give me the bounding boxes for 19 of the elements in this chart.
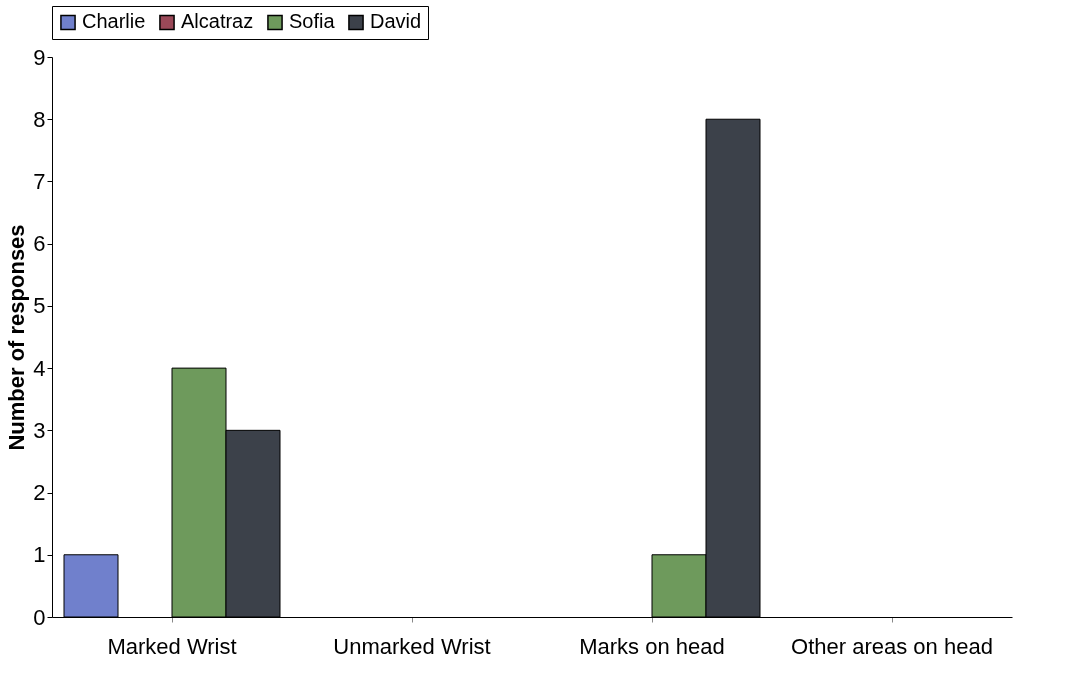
legend-label: Alcatraz: [181, 10, 254, 33]
y-tick-label: 6: [33, 231, 46, 257]
x-tick-label: Marked Wrist: [107, 633, 237, 659]
legend-label: Sofia: [289, 10, 336, 33]
y-tick-label: 2: [33, 480, 46, 506]
y-tick-label: 3: [33, 417, 46, 443]
y-tick-label: 0: [33, 604, 46, 630]
x-tick-label: Marks on head: [579, 633, 725, 659]
legend-label: David: [370, 10, 422, 33]
y-tick-label: 8: [33, 106, 46, 132]
y-tick-label: 5: [33, 293, 46, 319]
x-tick-label: Other areas on head: [791, 633, 993, 659]
y-axis-title: Number of responses: [4, 224, 30, 451]
y-tick-label: 1: [33, 542, 46, 568]
legend-label: Charlie: [82, 10, 146, 33]
x-tick-label: Unmarked Wrist: [333, 633, 491, 659]
y-tick-label: 7: [33, 168, 46, 194]
y-tick-label: 4: [33, 355, 46, 381]
y-tick-label: 9: [33, 44, 46, 70]
